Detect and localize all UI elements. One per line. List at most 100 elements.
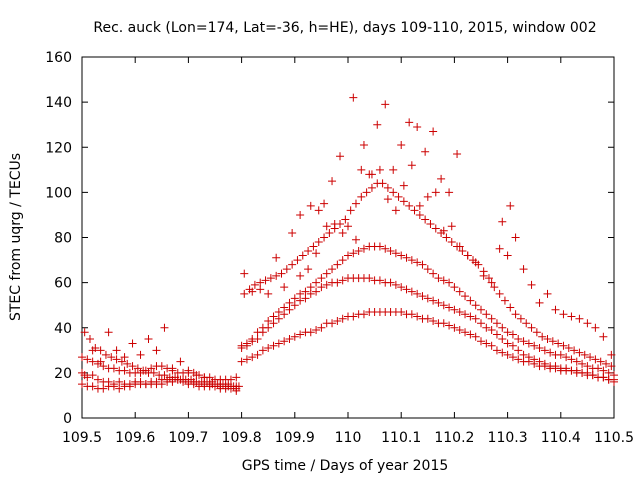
data-point: [386, 278, 395, 287]
data-point: [439, 276, 448, 285]
x-tick-label: 110.1: [381, 430, 421, 446]
data-point: [429, 296, 438, 305]
data-point: [498, 217, 507, 226]
data-point: [301, 287, 310, 296]
data-point: [471, 301, 480, 310]
data-point: [296, 296, 305, 305]
data-point: [399, 181, 408, 190]
data-point: [461, 310, 470, 319]
data-point: [78, 353, 86, 362]
data-point: [548, 337, 557, 346]
data-point: [266, 274, 275, 283]
data-point: [604, 368, 613, 377]
data-point: [418, 292, 427, 301]
data-point: [362, 188, 371, 197]
data-point: [498, 348, 507, 357]
data-point: [498, 323, 507, 332]
x-tick-label: 110.2: [434, 430, 474, 446]
data-point: [293, 256, 302, 265]
y-tick-label: 60: [54, 276, 72, 292]
data-point: [338, 276, 347, 285]
data-point: [232, 373, 241, 382]
x-tick-label: 110.5: [594, 430, 634, 446]
data-point: [306, 283, 315, 292]
data-point: [580, 350, 589, 359]
data-point: [586, 353, 595, 362]
data-point: [447, 238, 456, 247]
data-point: [309, 242, 318, 251]
data-point: [290, 332, 299, 341]
data-point: [365, 170, 374, 179]
data-point: [540, 359, 549, 368]
data-point: [367, 183, 376, 192]
data-point: [455, 326, 464, 335]
y-tick-label: 100: [45, 185, 72, 201]
data-point: [434, 298, 443, 307]
data-point: [607, 350, 616, 359]
data-point: [101, 350, 110, 359]
data-point: [389, 165, 398, 174]
data-point: [325, 228, 334, 237]
x-tick-label: 109.7: [168, 430, 208, 446]
data-point: [280, 310, 289, 319]
data-point: [583, 368, 592, 377]
data-point: [445, 278, 454, 287]
data-point: [99, 384, 108, 393]
data-point: [253, 350, 262, 359]
data-point: [312, 287, 321, 296]
data-point: [280, 337, 289, 346]
data-point: [519, 265, 528, 274]
data-point: [123, 359, 132, 368]
data-point: [575, 348, 584, 357]
data-point: [359, 140, 368, 149]
data-point: [397, 307, 406, 316]
data-point: [88, 346, 97, 355]
data-point: [479, 271, 488, 280]
data-point: [349, 312, 358, 321]
data-point: [338, 228, 347, 237]
x-tick-label: 109.5: [62, 430, 102, 446]
data-point: [107, 353, 116, 362]
data-point: [455, 242, 464, 251]
data-point: [423, 265, 432, 274]
data-point: [224, 380, 233, 389]
data-point: [250, 280, 259, 289]
data-point: [240, 269, 249, 278]
data-point: [349, 93, 358, 102]
data-point: [439, 301, 448, 310]
data-point: [375, 276, 384, 285]
data-point: [312, 278, 321, 287]
data-point: [500, 296, 509, 305]
y-tick-label: 160: [45, 50, 72, 66]
data-point: [248, 287, 257, 296]
data-point: [242, 355, 251, 364]
data-point: [591, 323, 600, 332]
data-point: [389, 188, 398, 197]
data-point: [426, 219, 435, 228]
data-point: [538, 332, 547, 341]
data-point: [128, 339, 137, 348]
data-point: [269, 319, 278, 328]
data-point: [184, 368, 193, 377]
data-point: [564, 344, 573, 353]
data-point: [274, 339, 283, 348]
data-point: [320, 199, 329, 208]
data-point: [599, 366, 608, 375]
data-point: [487, 278, 496, 287]
data-point: [192, 371, 201, 380]
data-point: [407, 256, 416, 265]
data-point: [407, 161, 416, 170]
data-point: [317, 274, 326, 283]
data-point: [336, 152, 345, 161]
data-point: [171, 373, 180, 382]
data-point: [487, 341, 496, 350]
data-point: [516, 314, 525, 323]
data-point: [386, 247, 395, 256]
data-point: [519, 337, 528, 346]
data-point: [248, 335, 257, 344]
data-point: [453, 150, 462, 159]
data-point: [492, 346, 501, 355]
data-point: [322, 222, 331, 231]
data-point: [535, 298, 544, 307]
data-point: [200, 373, 209, 382]
